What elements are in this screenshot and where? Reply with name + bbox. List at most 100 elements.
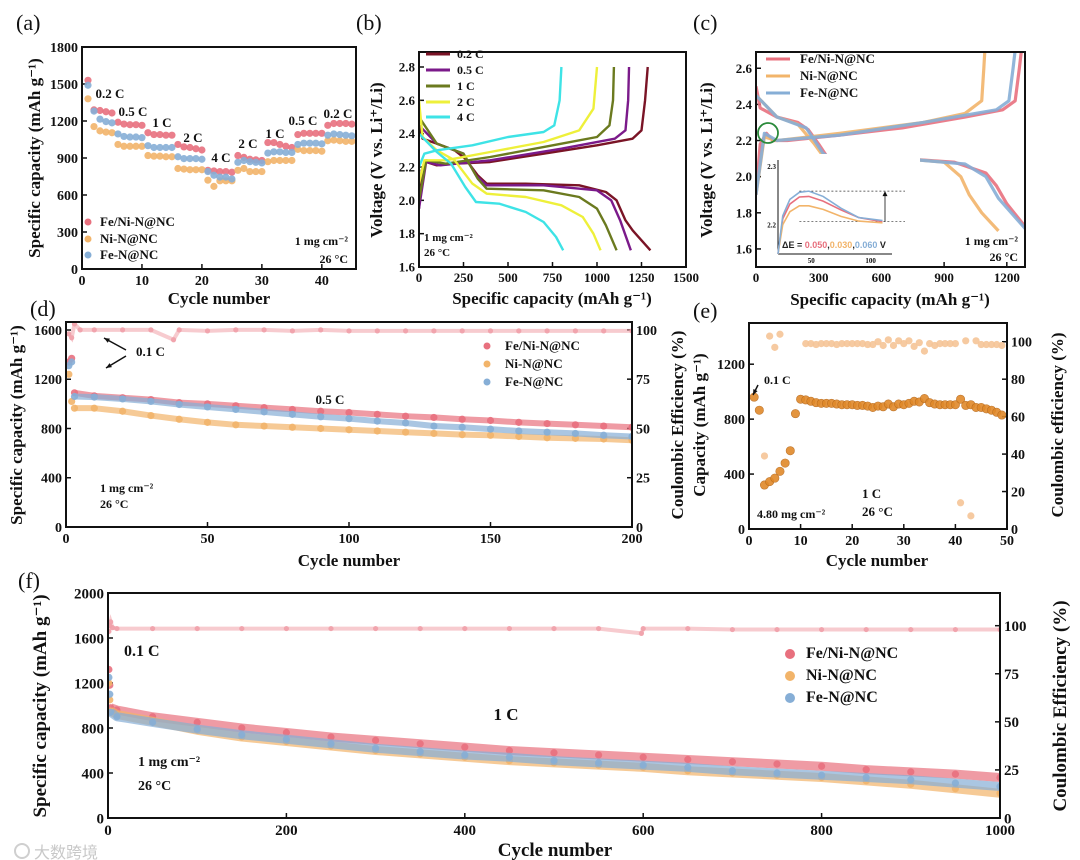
coulombic-efficiency-point (71, 322, 78, 327)
coulombic-efficiency-point (819, 626, 825, 633)
coulombic-efficiency-point (194, 625, 200, 632)
legend-label: Fe/Ni-N@NC (806, 645, 898, 662)
annotation: 0.2 C (96, 86, 125, 101)
x-tick-label: 0 (416, 270, 423, 285)
legend-label: 2 C (457, 95, 475, 109)
capacity-point (282, 735, 290, 743)
capacity-point (306, 147, 314, 155)
capacity-point (102, 128, 110, 136)
y-tick-label: 2.2 (736, 133, 752, 148)
capacity-point (951, 770, 960, 778)
capacity-point (317, 424, 325, 433)
capacity-point (240, 164, 248, 173)
capacity-point (288, 148, 296, 157)
delta-e-separator: , (852, 240, 855, 250)
annotation: 1 C (493, 705, 518, 724)
x-tick-label: 400 (454, 823, 477, 839)
y-tick-label: 1200 (50, 115, 78, 130)
capacity-point (222, 167, 230, 176)
y-tick-label: 300 (57, 226, 78, 241)
capacity-point (238, 731, 246, 739)
capacity-point (175, 415, 183, 423)
x-tick-label: 1000 (584, 270, 610, 285)
charge-curve-0-5-c (419, 66, 631, 209)
coulombic-efficiency-point (771, 343, 779, 351)
capacity-point (372, 744, 380, 752)
y-tick-label: 1200 (74, 676, 104, 692)
capacity-point (348, 137, 356, 145)
capacity-point (550, 749, 558, 757)
capacity-point (180, 143, 188, 151)
capacity-point (318, 147, 326, 155)
annotation: 26 °C (862, 504, 893, 519)
inset-arrow-head (882, 191, 888, 197)
annotation: 0.1 C (136, 344, 165, 359)
legend-label: 1 C (457, 79, 475, 93)
legend-label: Ni-N@NC (505, 356, 563, 371)
annotation: 4 C (211, 150, 230, 165)
coulombic-efficiency-point (972, 337, 980, 345)
plot-area (756, 52, 1025, 232)
capacity-point (342, 137, 350, 145)
legend-label: Fe-N@NC (800, 85, 858, 100)
arrow-head (753, 389, 758, 395)
legend-marker (84, 218, 92, 226)
capacity-point (318, 140, 326, 148)
capacity-point (416, 740, 424, 748)
plot-frame (748, 322, 1008, 530)
legend-label: Fe/Ni-N@NC (505, 338, 580, 353)
capacity-point (327, 740, 335, 748)
capacity-point (66, 370, 73, 378)
y-axis-title: Specific capacity (mAh g⁻¹) (7, 325, 26, 525)
y-tick-label: 2.4 (736, 97, 753, 112)
arrow-head (104, 338, 110, 343)
coulombic-efficiency-point (596, 625, 602, 632)
x-tick-label: 40 (315, 274, 329, 289)
coulombic-efficiency-point (967, 512, 975, 520)
capacity-point (373, 427, 381, 435)
x-tick-label: 750 (543, 270, 563, 285)
capacity-point (113, 713, 121, 721)
capacity-point (907, 768, 915, 776)
coulombic-efficiency-point (956, 499, 965, 507)
delta-e-unit: V (877, 240, 886, 250)
capacity-point (330, 136, 338, 144)
capacity-point (862, 766, 870, 774)
coulombic-efficiency-point (905, 337, 913, 345)
y-tick-label: 1600 (74, 631, 104, 647)
annotation: 26 °C (138, 779, 171, 794)
capacity-point (775, 466, 785, 476)
panel-label: (e) (693, 298, 717, 323)
capacity-point (240, 156, 248, 165)
axes: 0 200 400 600 800 100004008001200160020000255… (30, 586, 1071, 860)
capacity-point (595, 759, 603, 767)
legend-marker (84, 251, 92, 259)
coulombic-efficiency-point (874, 338, 882, 346)
capacity-point (186, 143, 194, 152)
capacity-point (402, 412, 410, 420)
y-axis-title: Specific capacity (mAh g⁻¹) (25, 58, 44, 258)
capacity-point (120, 132, 128, 141)
capacity-point (282, 142, 290, 150)
x-tick-label: 1250 (629, 270, 655, 285)
capacity-point (180, 155, 188, 163)
coulombic-efficiency-point (109, 625, 116, 631)
coulombic-efficiency-point (261, 327, 267, 333)
y2-tick-label: 0 (1004, 811, 1012, 827)
x-tick-label: 150 (480, 532, 501, 547)
capacity-point (174, 153, 182, 161)
capacity-point (312, 147, 320, 155)
capacity-point (84, 81, 92, 89)
capacity-point (258, 159, 266, 167)
capacity-point (773, 760, 781, 768)
capacity-point (175, 400, 183, 409)
legend-marker (483, 378, 491, 386)
x-tick-label: 600 (872, 270, 892, 285)
capacity-point (430, 429, 438, 438)
capacity-point (264, 149, 272, 157)
x-tick-label: 200 (275, 823, 298, 839)
capacity-point (505, 746, 513, 755)
annotation: 2 C (238, 136, 257, 151)
